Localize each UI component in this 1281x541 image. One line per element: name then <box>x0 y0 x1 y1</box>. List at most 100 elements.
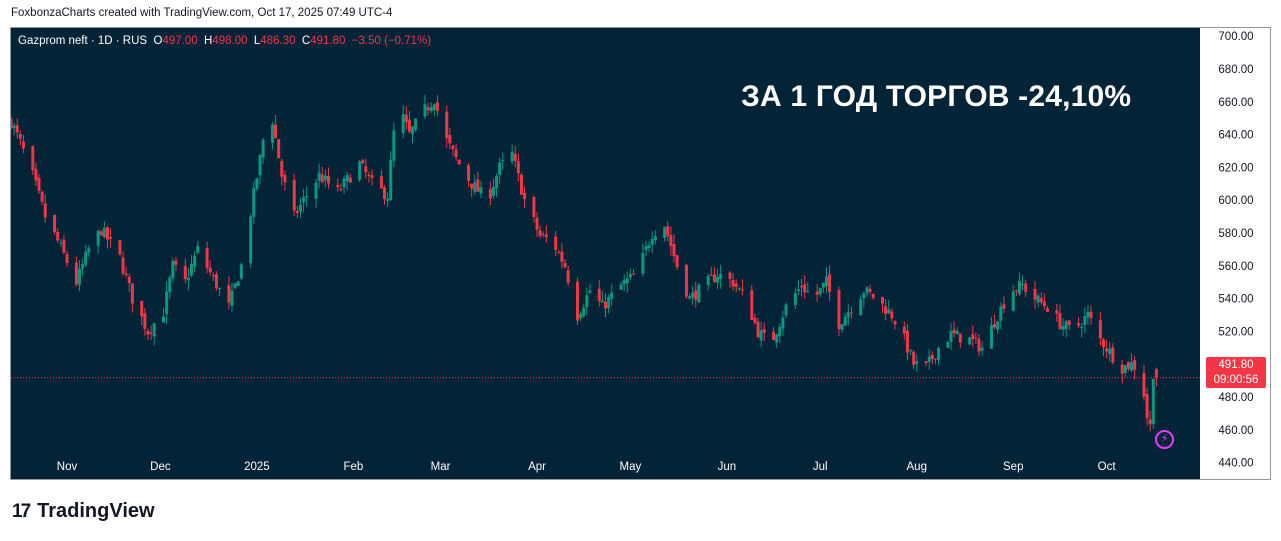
candle-body <box>806 291 810 293</box>
candle-body <box>619 284 623 290</box>
candle-body <box>171 260 175 279</box>
candle-body <box>165 291 169 315</box>
candle-body <box>1039 298 1043 303</box>
candle-body <box>933 358 937 360</box>
lightning-icon[interactable]: ⚡ <box>1155 430 1174 449</box>
candle-body <box>488 189 492 199</box>
candle-body <box>342 178 346 188</box>
candle-body <box>772 331 776 340</box>
candle-body <box>697 284 701 303</box>
candle-body <box>15 125 19 133</box>
candle-body <box>902 326 906 334</box>
candle-body <box>828 274 832 292</box>
candle-body <box>429 107 433 112</box>
candle-body <box>924 360 928 363</box>
high-value: 498.00 <box>212 35 248 47</box>
x-tick-label: Dec <box>150 461 171 473</box>
candle-body <box>781 317 785 329</box>
candle-body <box>230 290 234 306</box>
candle-body <box>650 238 654 245</box>
candle-body <box>401 114 405 134</box>
x-tick-label: Jul <box>813 461 828 473</box>
candle-body <box>1120 364 1124 374</box>
candle-body <box>513 153 517 161</box>
candle-body <box>862 293 866 299</box>
candle-body <box>183 265 187 280</box>
high-label: H <box>204 35 213 47</box>
candle-body <box>930 354 934 359</box>
candle-body <box>302 197 306 203</box>
x-tick-label: 2025 <box>244 461 270 473</box>
candle-body <box>205 248 209 268</box>
candle-body <box>1089 311 1093 319</box>
price-axis[interactable]: 440.00460.00480.00500.00520.00540.00560.… <box>1200 28 1270 479</box>
candle-body <box>1011 291 1015 311</box>
candle-body <box>392 130 396 161</box>
candle-body <box>582 307 586 317</box>
candle-body <box>588 290 592 293</box>
candle-body <box>295 211 299 214</box>
candle-body <box>989 325 993 349</box>
candle-body <box>81 264 85 269</box>
candle-body <box>937 347 941 360</box>
candle-body <box>669 235 673 247</box>
candle-body <box>233 283 237 288</box>
candle-body <box>168 277 172 292</box>
candle-body <box>1151 378 1155 425</box>
candle-body <box>432 104 436 111</box>
candle-body <box>653 236 657 241</box>
candle-body <box>604 301 607 309</box>
candle-body <box>87 248 91 253</box>
candle-body <box>999 306 1003 321</box>
candle-body <box>457 159 461 165</box>
x-tick-label: Aug <box>907 461 927 473</box>
candle-body <box>1086 311 1090 318</box>
candle-body <box>1067 320 1071 325</box>
candle-body <box>1033 288 1037 300</box>
candle-body <box>1014 290 1018 292</box>
candle-body <box>152 323 156 337</box>
candle-body <box>1021 284 1025 286</box>
candle-body <box>510 151 514 162</box>
candle-body <box>12 125 16 128</box>
candle-body <box>824 276 828 287</box>
candle-body <box>261 139 265 158</box>
candle-body <box>317 172 321 181</box>
candle-body <box>641 252 645 274</box>
candle-body <box>800 285 804 288</box>
candle-body <box>99 231 103 236</box>
candle-body <box>778 326 782 337</box>
candle-body <box>470 183 474 189</box>
candle-body <box>314 182 318 199</box>
candle-body <box>881 296 885 304</box>
candle-body <box>793 293 797 306</box>
last-price-value: 491.80 <box>1218 359 1254 371</box>
chart-plot-area[interactable]: Nov Dec 2025 Feb Mar Apr May Jun Jul Aug Sep Oct <box>11 28 1200 479</box>
candle-body <box>762 329 766 333</box>
candle-body <box>818 287 822 295</box>
candle-body <box>292 180 296 211</box>
candle-body <box>236 281 240 286</box>
candle-body <box>1058 312 1062 329</box>
candle-body <box>283 175 287 183</box>
candle-body <box>815 291 819 295</box>
candle-body <box>1148 419 1152 425</box>
candle-body <box>258 155 262 176</box>
candle-body <box>887 309 891 314</box>
candle-body <box>1077 323 1081 326</box>
candle-body <box>21 141 25 149</box>
change-value: −3.50 (−0.71%) <box>351 35 432 47</box>
candle-body <box>560 251 564 262</box>
candle-body <box>1145 394 1149 419</box>
x-tick-label: Oct <box>1098 461 1117 473</box>
candle-body <box>1123 365 1127 373</box>
close-value: 491.80 <box>310 35 346 47</box>
candle-body <box>688 296 692 299</box>
logo-mark-icon: 17 <box>12 500 31 522</box>
candle-body <box>666 226 670 236</box>
y-tick-label: 460.00 <box>1218 425 1253 437</box>
candle-body <box>370 175 374 178</box>
x-tick-label: Jun <box>718 461 737 473</box>
candle-body <box>625 278 629 284</box>
candle-body <box>186 277 190 281</box>
